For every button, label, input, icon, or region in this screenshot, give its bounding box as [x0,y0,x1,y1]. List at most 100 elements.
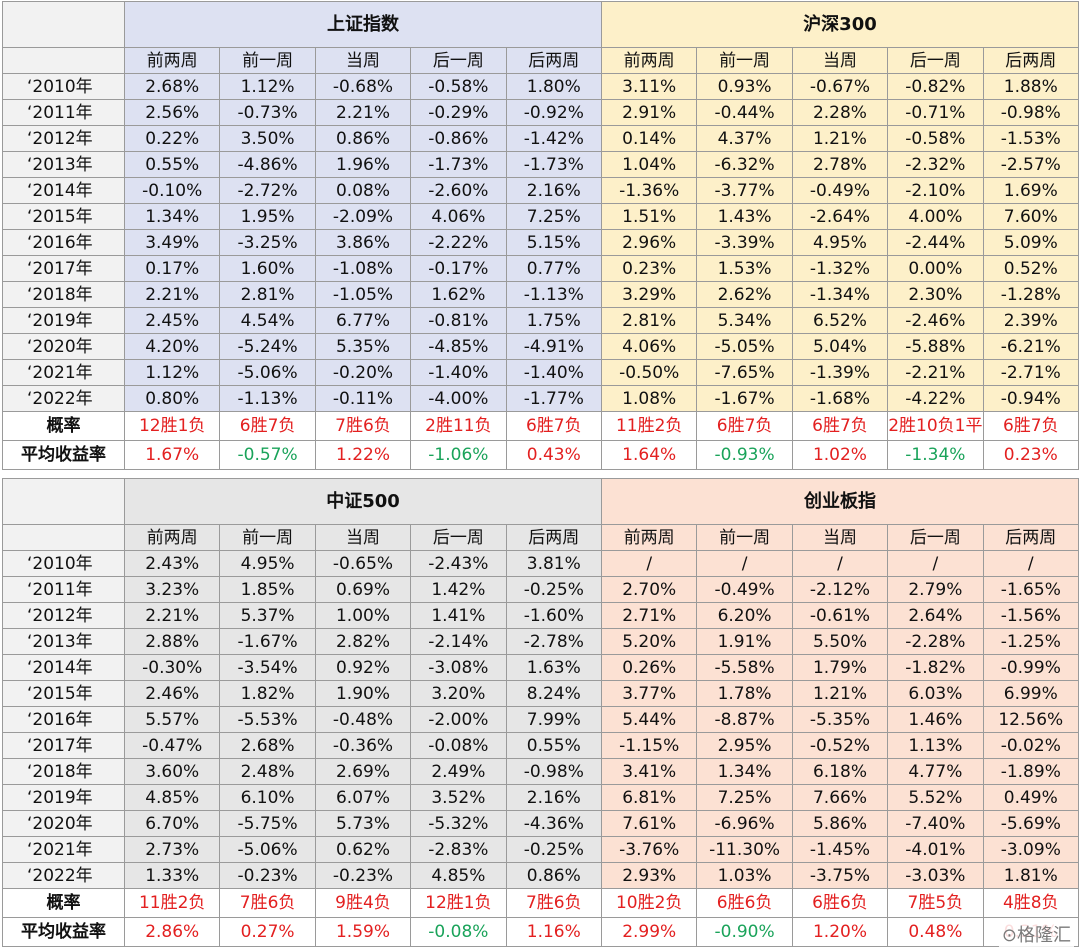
return-cell: -1.42% [505,125,602,152]
table-row: ‘2011年 3.23% 1.85% 0.69% 1.42% -0.25% 2.70% -0.… [2,576,1079,603]
average-return-cell: 0.43% [505,440,602,470]
table-row: ‘2019年 4.85% 6.10% 6.07% 3.52% 2.16% 6.81% 7.25… [2,784,1079,811]
table-row: ‘2014年 -0.30% -3.54% 0.92% -3.08% 1.63% 0.26% -… [2,654,1079,681]
return-cell: 2.68% [219,732,316,759]
return-cell: -1.40% [505,359,602,386]
return-cell: 4.77% [887,758,984,785]
return-cell: / [982,550,1079,577]
return-cell: -5.88% [887,333,984,360]
return-cell: 7.99% [505,706,603,733]
return-cell: -2.83% [410,836,507,863]
return-cell: -1.77% [505,385,602,412]
return-cell: 2.78% [791,151,889,178]
return-cell: 2.21% [314,99,412,126]
return-cell: -0.11% [314,385,412,412]
return-cell: 2.64% [887,602,984,629]
return-cell: / [791,550,889,577]
win-loss-cell: 6胜7负 [505,411,602,441]
return-cell: 0.55% [123,151,221,178]
index-title-left: 上证指数 [124,1,602,48]
return-cell: 1.90% [314,680,412,707]
year-label: ‘2022年 [2,385,125,412]
return-cell: -4.01% [887,836,984,863]
return-cell: 2.79% [887,576,984,603]
return-cell: -0.94% [982,385,1079,412]
csi500-chinext-returns-table: 中证500 创业板指 前两周 前一周 当周 后一周 后两周 前两周 前一周 当周 后一周 后两周 ‘20… [2,478,1079,947]
return-cell: 3.81% [505,550,603,577]
win-loss-cell: 6胜6负 [791,888,889,918]
return-cell: 5.37% [219,602,316,629]
return-cell: -0.36% [314,732,412,759]
average-return-cell: 2.86% [123,917,221,947]
return-cell: 2.68% [123,73,221,100]
corner-cell [2,478,125,525]
return-cell: -1.65% [982,576,1079,603]
average-return-cell: 1.67% [123,440,221,470]
win-loss-cell: 7胜6负 [505,888,603,918]
return-cell: -6.21% [982,333,1079,360]
average-return-cell: 1.16% [505,917,603,947]
return-cell: 1.12% [219,73,316,100]
column-header: 当周 [791,524,889,551]
return-cell: -0.98% [505,758,603,785]
return-cell: 6.77% [314,307,412,334]
return-cell: -0.58% [887,125,984,152]
return-cell: -1.60% [505,602,603,629]
return-cell: -0.98% [982,99,1079,126]
return-cell: 2.81% [600,307,698,334]
return-cell: 5.86% [791,810,889,837]
return-cell: -2.22% [410,229,507,256]
return-cell: -0.08% [410,732,507,759]
return-cell: 7.25% [696,784,793,811]
win-loss-cell: 9胜4负 [314,888,412,918]
return-cell: -2.32% [887,151,984,178]
return-cell: 4.06% [600,333,698,360]
return-cell: / [887,550,984,577]
return-cell: -4.00% [410,385,507,412]
average-return-cell: 0.48% [887,917,984,947]
win-loss-cell: 6胜7负 [696,411,793,441]
return-cell: 2.48% [219,758,316,785]
return-cell: 1.95% [219,203,316,230]
return-cell: -1.05% [314,281,412,308]
return-cell: 1.63% [505,654,603,681]
average-return-cell: 1.64% [600,440,698,470]
return-cell: -0.20% [314,359,412,386]
table-row: ‘2011年 2.56% -0.73% 2.21% -0.29% -0.92% 2.91% -… [2,99,1079,126]
return-cell: 0.17% [123,255,221,282]
index-title-right: 沪深300 [600,1,1079,48]
return-cell: -6.32% [696,151,793,178]
return-cell: -8.87% [696,706,793,733]
year-label: ‘2010年 [2,73,125,100]
return-cell: 2.71% [600,602,698,629]
return-cell: -1.67% [219,628,316,655]
return-cell: -0.68% [314,73,412,100]
year-label: ‘2012年 [2,125,125,152]
return-cell: 0.08% [314,177,412,204]
return-cell: 4.00% [887,203,984,230]
return-cell: -1.40% [410,359,507,386]
column-header: 后两周 [505,524,603,551]
return-cell: 0.80% [123,385,221,412]
win-loss-row: 概率 12胜1负 6胜7负 7胜6负 2胜11负 6胜7负 11胜2负 6胜7负 6胜7负 2胜1… [2,411,1079,441]
return-cell: 1.41% [410,602,507,629]
column-header: 后两周 [982,524,1079,551]
return-cell: 2.82% [314,628,412,655]
return-cell: -6.96% [696,810,793,837]
return-cell: 1.88% [982,73,1079,100]
win-loss-cell: 2胜10负1平 [887,411,984,441]
return-cell: -3.77% [696,177,793,204]
column-header: 后两周 [505,47,602,74]
return-cell: 2.96% [600,229,698,256]
return-cell: 3.29% [600,281,698,308]
return-cell: 2.16% [505,784,603,811]
column-header: 前两周 [123,47,221,74]
table-row: ‘2019年 2.45% 4.54% 6.77% -0.81% 1.75% 2.81% 5.3… [2,307,1079,334]
table-row: ‘2018年 3.60% 2.48% 2.69% 2.49% -0.98% 3.41% 1.3… [2,758,1079,785]
return-cell: -5.24% [219,333,316,360]
return-cell: -0.25% [505,836,603,863]
return-cell: -0.47% [123,732,221,759]
return-cell: 2.46% [123,680,221,707]
return-cell: -0.73% [219,99,316,126]
return-cell: 5.15% [505,229,602,256]
